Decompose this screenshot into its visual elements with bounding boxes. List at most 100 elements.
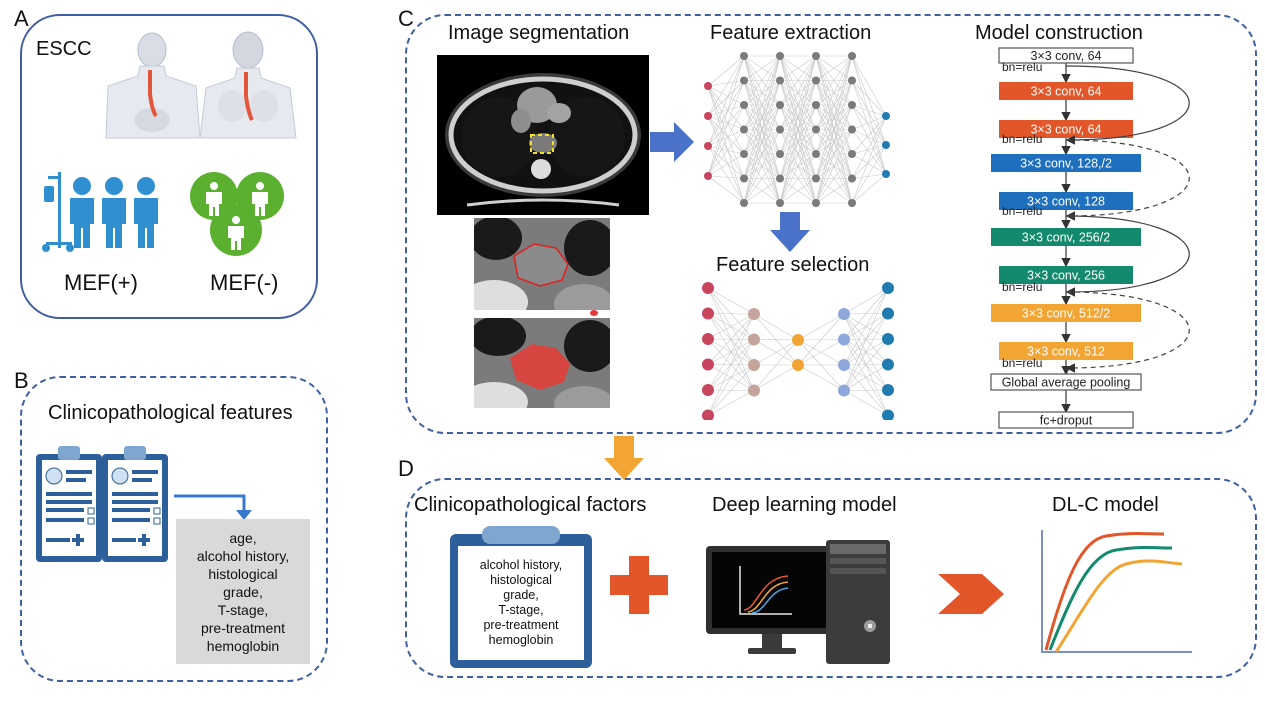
network-node [776,199,784,207]
network-edge [707,145,745,179]
network-edge [779,104,817,204]
network-edge [843,364,889,391]
bn-relu-label: bn=relu [1002,356,1042,370]
network-edge [707,145,745,204]
network-node [702,307,714,320]
network-edge [707,364,755,416]
network-node [740,199,748,207]
network-edge [707,104,745,177]
network-edge [851,80,887,146]
panel-c-frame [405,14,1257,434]
skip-connection [1065,291,1190,373]
image-segmentation-title: Image segmentation [448,22,630,44]
network-node [740,101,748,109]
network-edge [851,173,887,179]
bn-relu-label: bn=relu [1002,204,1042,218]
network-edge [707,313,755,315]
dlc-model-title: DL-C model [1052,494,1159,516]
network-edge [815,104,853,204]
network-edge [743,55,781,204]
network-edge [707,104,745,117]
network-edge [843,313,889,391]
conv-block [998,47,1134,64]
network-edge [815,55,853,155]
bn-relu-label: bn=relu [1002,132,1042,146]
network-node [882,282,894,294]
factor-item: T-stage, [498,603,544,617]
network-edge [707,55,745,177]
feature-item: histological [208,566,278,582]
network-edge [779,153,817,204]
chevron-right-icon [938,574,1004,614]
network-edge [815,55,853,179]
network-edge [707,313,755,416]
tumor-contour-crop [474,218,610,310]
network-node [702,333,714,345]
conv-block [999,192,1133,210]
network-node [848,52,856,60]
network-edge [779,178,817,204]
network-edge [743,55,781,155]
network-edge [707,115,745,179]
network-node [848,174,856,183]
feature-extraction-network [704,52,890,207]
network-edge [851,55,887,117]
network-node [882,141,890,149]
conv-block-label: 3×3 conv, 512/2 [1022,307,1110,321]
skip-connection [1065,139,1190,221]
network-node [776,76,784,85]
network-node [776,101,784,109]
network-edge [815,55,853,130]
extraction-to-selection-arrow [770,212,810,252]
conv-block [991,228,1141,246]
features-arrow [174,494,252,520]
network-edge [707,85,745,155]
network-edge [851,80,887,117]
network-edge [707,80,745,87]
factor-item: histological [490,573,552,587]
factor-item: alcohol history, [479,558,563,572]
feature-selection-network [702,282,894,420]
network-node [812,76,820,85]
network-node [848,125,856,134]
conv-block-label: 3×3 conv, 64 [1030,49,1101,63]
network-node [812,150,820,158]
conv-block-label: 3×3 conv, 256/2 [1022,231,1110,245]
network-edge [843,287,889,366]
network-edge [843,389,889,391]
network-edge [743,55,781,130]
network-edge [743,55,781,106]
network-node [838,333,850,346]
network-node [740,174,748,183]
panel-a-letter: A [14,6,29,31]
network-node [748,308,760,320]
network-edge [815,55,853,81]
network-node [838,308,850,320]
network-node [812,174,820,183]
network-edge [815,80,853,204]
network-node [702,282,714,294]
network-node [882,409,894,420]
conv-block [998,411,1134,429]
panel-c-letter: C [398,6,414,31]
network-node [748,359,760,371]
network-node [838,384,850,397]
network-edge [707,313,755,391]
network-edge [797,313,845,366]
network-edge [779,55,817,81]
female-torso-icon [199,31,297,139]
network-node [740,125,748,134]
network-edge [851,115,887,179]
conv-block-label: fc+droput [1040,414,1093,428]
network-node [848,150,856,158]
network-node [748,384,760,397]
network-edge [843,287,889,391]
network-edge [851,173,887,204]
network-edge [707,115,745,130]
deep-learning-model-title: Deep learning model [712,494,897,516]
feature-item: grade, [223,584,263,600]
network-node [776,174,784,183]
network-edge [779,129,817,204]
network-edge [707,85,745,204]
network-edge [743,80,781,204]
